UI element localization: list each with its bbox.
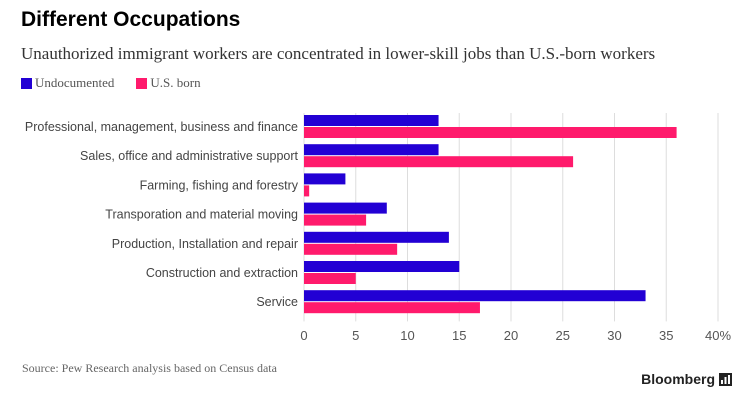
bar-us-born	[304, 156, 574, 168]
bar-undocumented	[304, 202, 387, 214]
bloomberg-chart-icon	[719, 372, 732, 386]
brand-logo: Bloomberg	[641, 371, 732, 387]
x-tick-label: 0	[300, 328, 307, 343]
category-label: Production, Installation and repair	[112, 237, 298, 251]
legend-item-undocumented: Undocumented	[21, 75, 114, 91]
bar-us-born	[304, 214, 367, 226]
category-label: Professional, management, business and f…	[25, 120, 298, 134]
x-tick-label: 40%	[705, 328, 731, 343]
x-tick-label: 20	[504, 328, 518, 343]
legend-item-us-born: U.S. born	[136, 75, 201, 91]
bar-undocumented	[304, 261, 460, 272]
bar-us-born	[304, 302, 480, 314]
category-label: Construction and extraction	[146, 266, 298, 280]
bar-undocumented	[304, 173, 346, 185]
x-tick-label: 35	[659, 328, 673, 343]
bar-us-born	[304, 127, 677, 138]
chart-subtitle: Unauthorized immigrant workers are conce…	[21, 44, 656, 63]
legend-swatch-undocumented	[21, 77, 32, 89]
x-tick-label: 5	[352, 328, 359, 343]
x-tick-label: 15	[452, 328, 466, 343]
source-note: Source: Pew Research analysis based on C…	[22, 361, 277, 375]
bar-us-born	[304, 273, 356, 284]
category-label: Service	[256, 295, 298, 309]
bar-us-born	[304, 185, 310, 197]
chart-title: Different Occupations	[21, 8, 241, 31]
x-tick-label: 10	[400, 328, 414, 343]
bar-undocumented	[304, 115, 439, 126]
bar-undocumented	[304, 290, 646, 302]
category-label: Sales, office and administrative support	[80, 149, 298, 163]
category-label: Farming, fishing and forestry	[140, 178, 299, 192]
bar-us-born	[304, 243, 398, 255]
x-tick-label: 25	[556, 328, 570, 343]
legend-label-us-born: U.S. born	[150, 75, 201, 90]
x-tick-label: 30	[607, 328, 621, 343]
category-label: Transporation and material moving	[105, 208, 298, 222]
legend-label-undocumented: Undocumented	[35, 75, 115, 90]
brand-name: Bloomberg	[641, 371, 715, 387]
legend: Undocumented U.S. born	[21, 75, 223, 91]
bar-undocumented	[304, 231, 449, 243]
bar-undocumented	[304, 144, 439, 156]
legend-swatch-us-born	[136, 77, 148, 89]
